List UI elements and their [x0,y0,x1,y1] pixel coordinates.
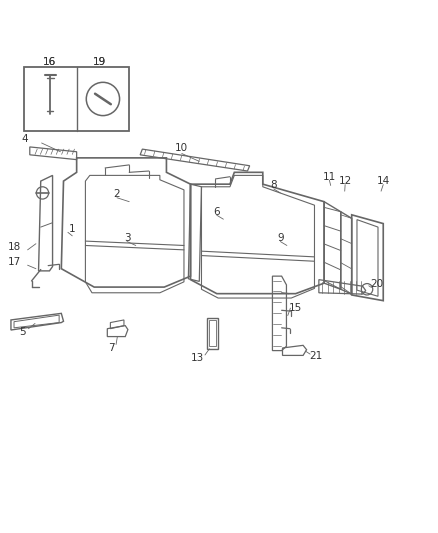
Text: 1: 1 [69,224,75,235]
Text: 20: 20 [370,279,383,289]
Text: 4: 4 [21,134,28,144]
Text: 10: 10 [175,143,188,154]
Text: 7: 7 [108,343,115,352]
Text: 12: 12 [339,176,352,186]
Text: 6: 6 [213,207,220,217]
Text: 8: 8 [270,181,277,190]
Text: 19: 19 [92,56,106,67]
Text: 5: 5 [19,327,25,337]
Text: 13: 13 [191,353,204,364]
Text: 18: 18 [8,242,21,252]
Text: 14: 14 [377,176,390,186]
Text: 15: 15 [289,303,302,313]
Text: 9: 9 [277,233,284,243]
Text: 11: 11 [323,172,336,182]
Text: 21: 21 [309,351,322,361]
Text: 3: 3 [124,233,131,243]
Text: 19: 19 [92,56,106,67]
Text: 17: 17 [8,257,21,267]
Text: 16: 16 [42,56,56,67]
Text: 16: 16 [42,56,56,67]
Text: 2: 2 [113,189,120,199]
